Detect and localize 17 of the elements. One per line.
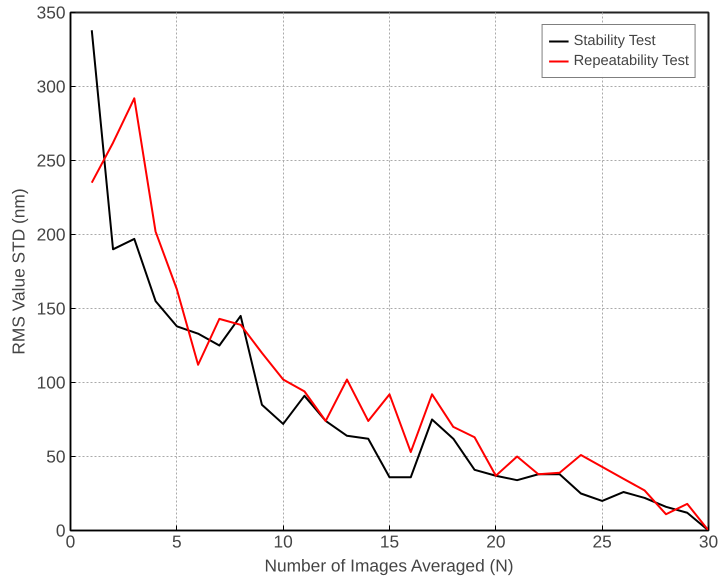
y-tick-label: 350: [36, 2, 66, 22]
legend-label: Stability Test: [574, 33, 656, 49]
x-tick-label: 15: [380, 532, 400, 552]
x-tick-label: 20: [486, 532, 506, 552]
x-tick-label: 30: [698, 532, 718, 552]
x-tick-label: 25: [592, 532, 612, 552]
x-axis-title: Number of Images Averaged (N): [264, 556, 514, 576]
y-tick-label: 50: [46, 446, 66, 466]
legend-label: Repeatability Test: [574, 53, 689, 69]
y-tick-label: 300: [36, 76, 66, 96]
y-tick-label: 150: [36, 298, 66, 318]
y-tick-label: 100: [36, 372, 66, 392]
y-tick-label: 250: [36, 150, 66, 170]
x-tick-label: 10: [274, 532, 293, 552]
y-axis-title: RMS Value STD (nm): [8, 188, 29, 355]
y-tick-label: 200: [36, 224, 66, 244]
x-tick-label: 5: [172, 532, 182, 552]
